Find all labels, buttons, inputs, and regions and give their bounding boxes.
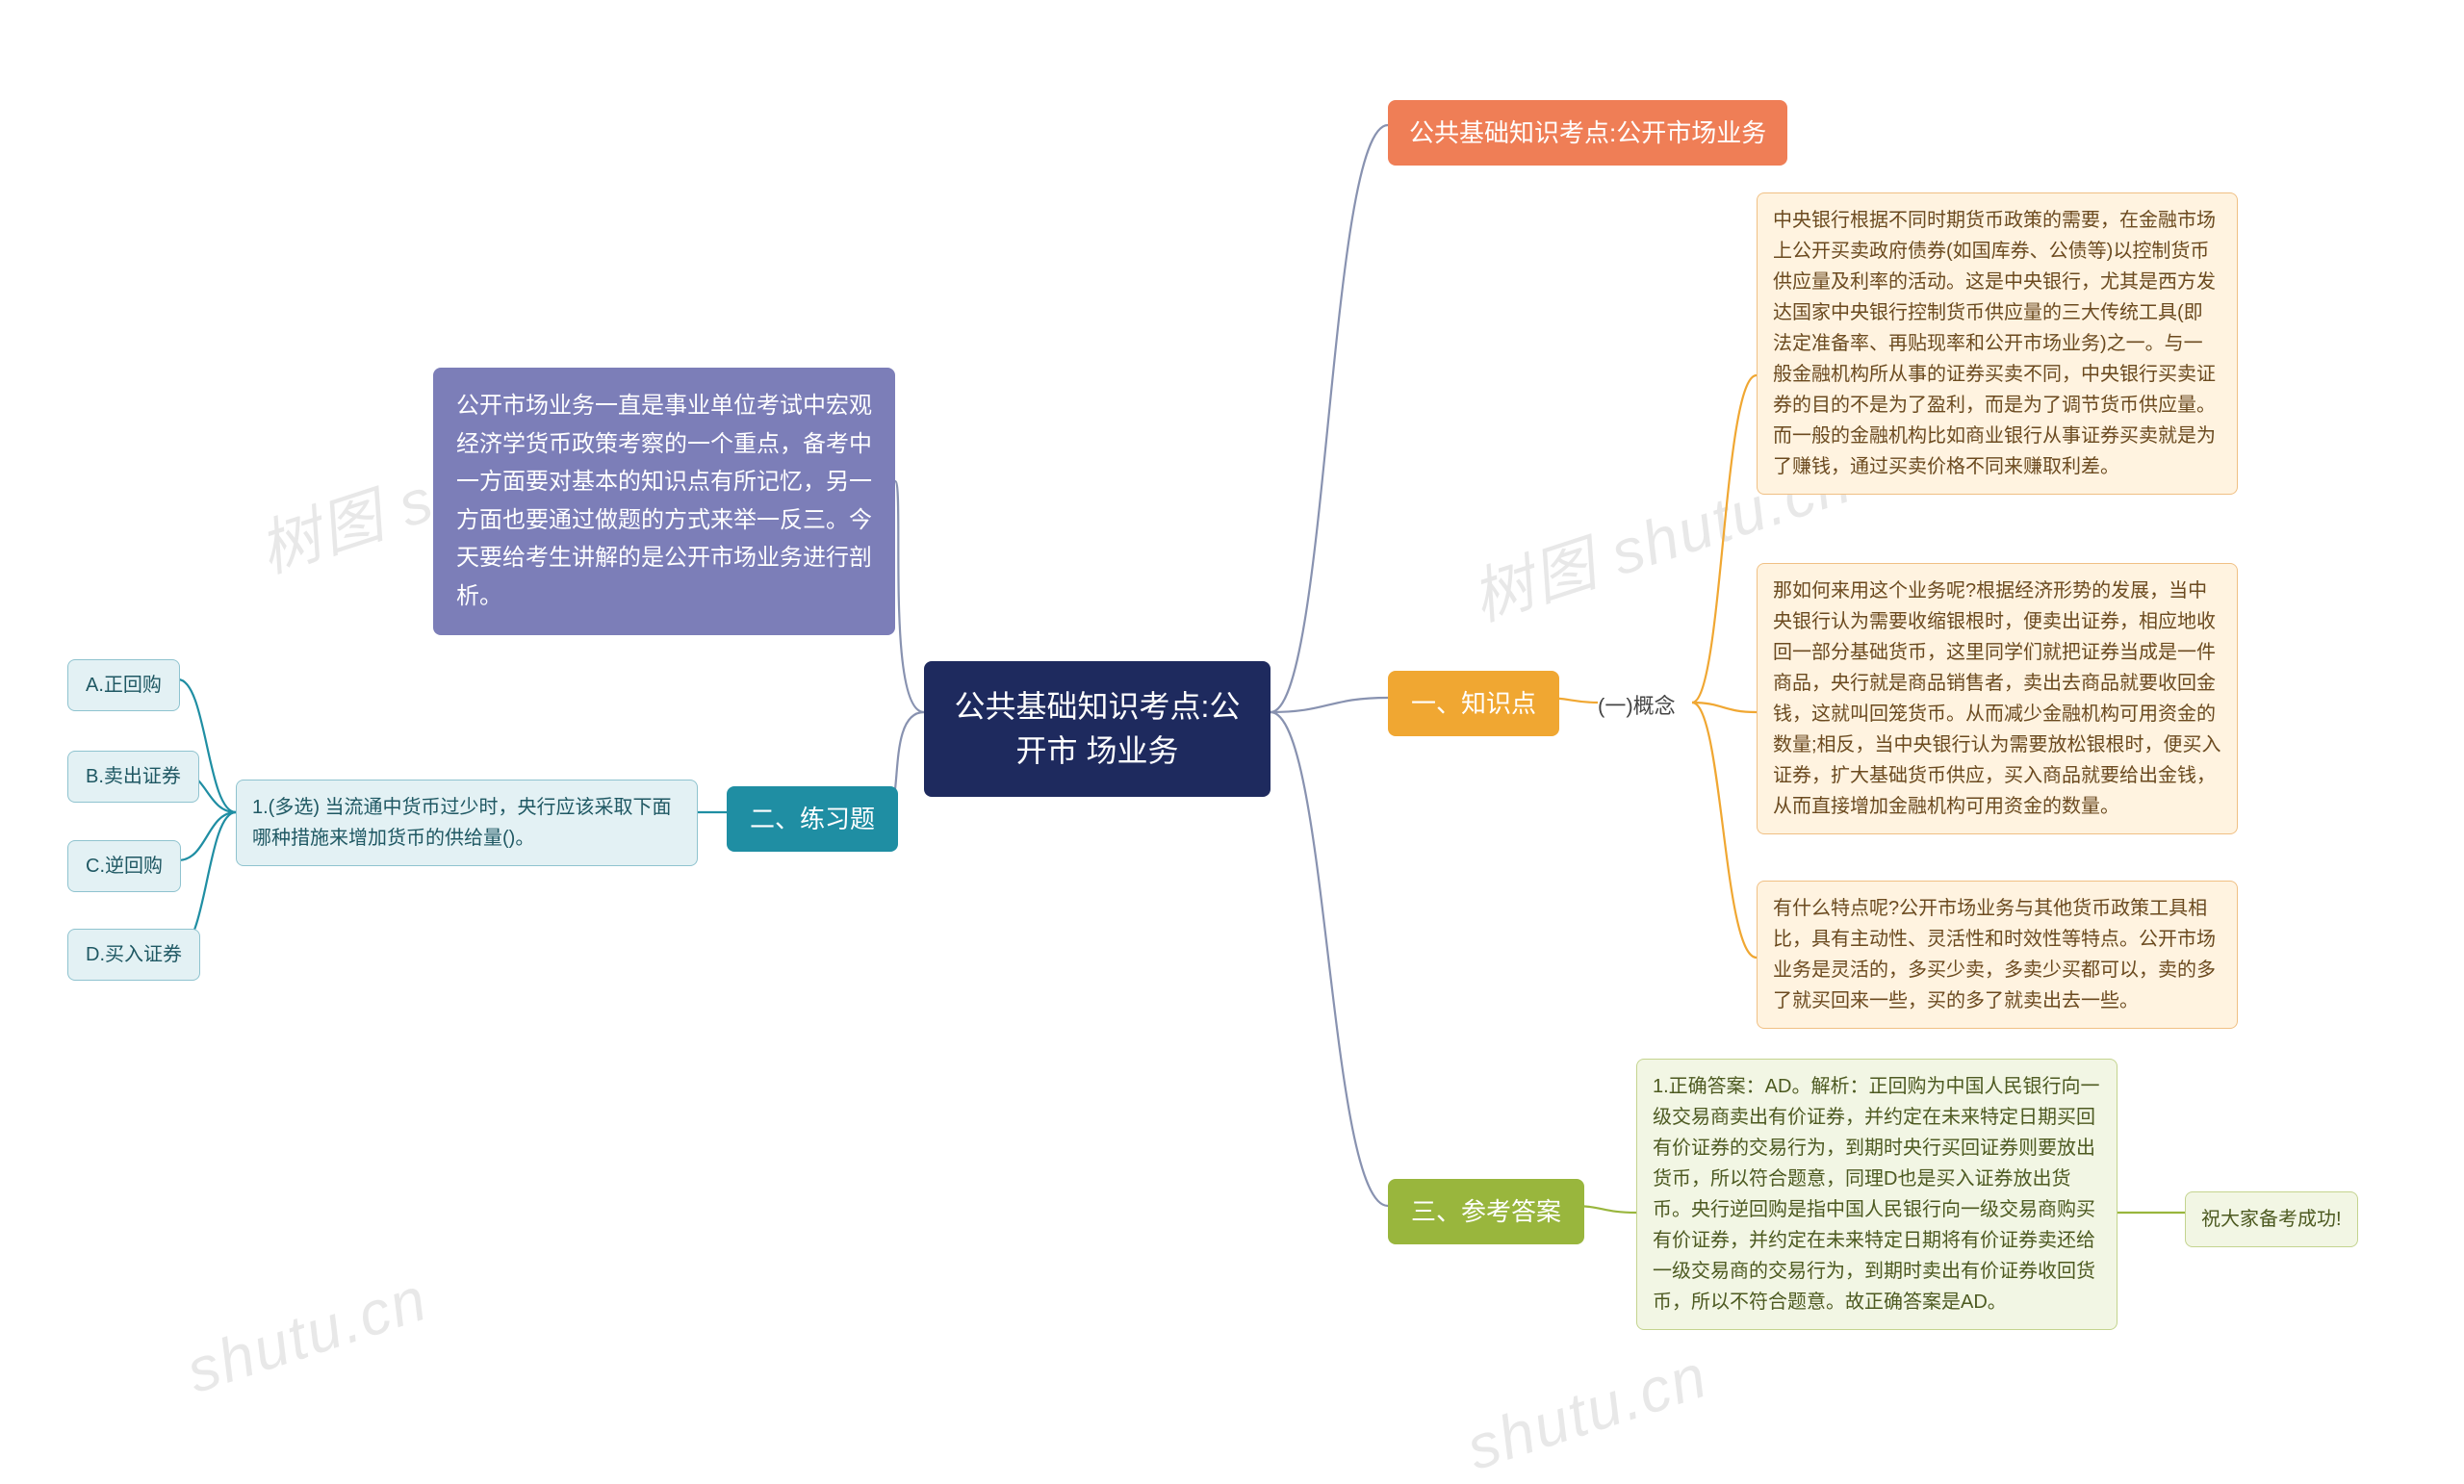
wish-text: 祝大家备考成功!: [2201, 1209, 2342, 1230]
concept-leaf-1-text: 中央银行根据不同时期货币政策的需要，在金融市场上公开买卖政府债券(如国库券、公债…: [1773, 210, 2216, 477]
intro-paragraph: 公开市场业务一直是事业单位考试中宏观经济学货币政策考察的一个重点，备考中一方面要…: [433, 368, 895, 635]
answer-text: 1.正确答案：AD。解析：正回购为中国人民银行向一级交易商卖出有价证券，并约定在…: [1653, 1076, 2099, 1313]
title-text: 公共基础知识考点:公开市场业务: [1409, 118, 1766, 147]
branch-one-sub-text: (一)概念: [1598, 694, 1676, 718]
option-b: B.卖出证券: [67, 751, 199, 803]
concept-leaf-3-text: 有什么特点呢?公开市场业务与其他货币政策工具相比，具有主动性、灵活性和时效性等特…: [1773, 898, 2216, 1011]
intro-text: 公开市场业务一直是事业单位考试中宏观经济学货币政策考察的一个重点，备考中一方面要…: [456, 393, 872, 609]
branch-one-label: 一、知识点: [1411, 689, 1536, 718]
practice-question: 1.(多选) 当流通中货币过少时，央行应该采取下面哪种措施来增加货币的供给量()…: [236, 780, 698, 866]
option-a: A.正回购: [67, 659, 180, 711]
practice-question-text: 1.(多选) 当流通中货币过少时，央行应该采取下面哪种措施来增加货币的供给量()…: [252, 797, 672, 849]
option-b-text: B.卖出证券: [86, 766, 181, 787]
branch-one-sub: (一)概念: [1598, 689, 1676, 720]
option-d-text: D.买入证券: [86, 944, 182, 965]
branch-three-label: 三、参考答案: [1411, 1197, 1561, 1226]
wish-box: 祝大家备考成功!: [2185, 1191, 2358, 1247]
option-a-text: A.正回购: [86, 675, 162, 696]
branch-one: 一、知识点: [1388, 671, 1559, 736]
branch-two: 二、练习题: [727, 786, 898, 852]
center-text: 公共基础知识考点:公开市 场业务: [955, 689, 1241, 768]
topic-title: 公共基础知识考点:公开市场业务: [1388, 100, 1787, 166]
watermark: shutu.cn: [1458, 1340, 1716, 1484]
option-c-text: C.逆回购: [86, 856, 163, 877]
concept-leaf-3: 有什么特点呢?公开市场业务与其他货币政策工具相比，具有主动性、灵活性和时效性等特…: [1757, 881, 2238, 1029]
answer-box: 1.正确答案：AD。解析：正回购为中国人民银行向一级交易商卖出有价证券，并约定在…: [1636, 1059, 2118, 1330]
option-c: C.逆回购: [67, 840, 181, 892]
concept-leaf-2-text: 那如何来用这个业务呢?根据经济形势的发展，当中央银行认为需要收缩银根时，便卖出证…: [1773, 580, 2221, 817]
branch-three: 三、参考答案: [1388, 1179, 1584, 1244]
branch-two-label: 二、练习题: [750, 805, 875, 833]
mindmap-center: 公共基础知识考点:公开市 场业务: [924, 661, 1270, 797]
concept-leaf-2: 那如何来用这个业务呢?根据经济形势的发展，当中央银行认为需要收缩银根时，便卖出证…: [1757, 563, 2238, 834]
watermark: shutu.cn: [178, 1263, 436, 1407]
concept-leaf-1: 中央银行根据不同时期货币政策的需要，在金融市场上公开买卖政府债券(如国库券、公债…: [1757, 192, 2238, 495]
option-d: D.买入证券: [67, 929, 200, 981]
